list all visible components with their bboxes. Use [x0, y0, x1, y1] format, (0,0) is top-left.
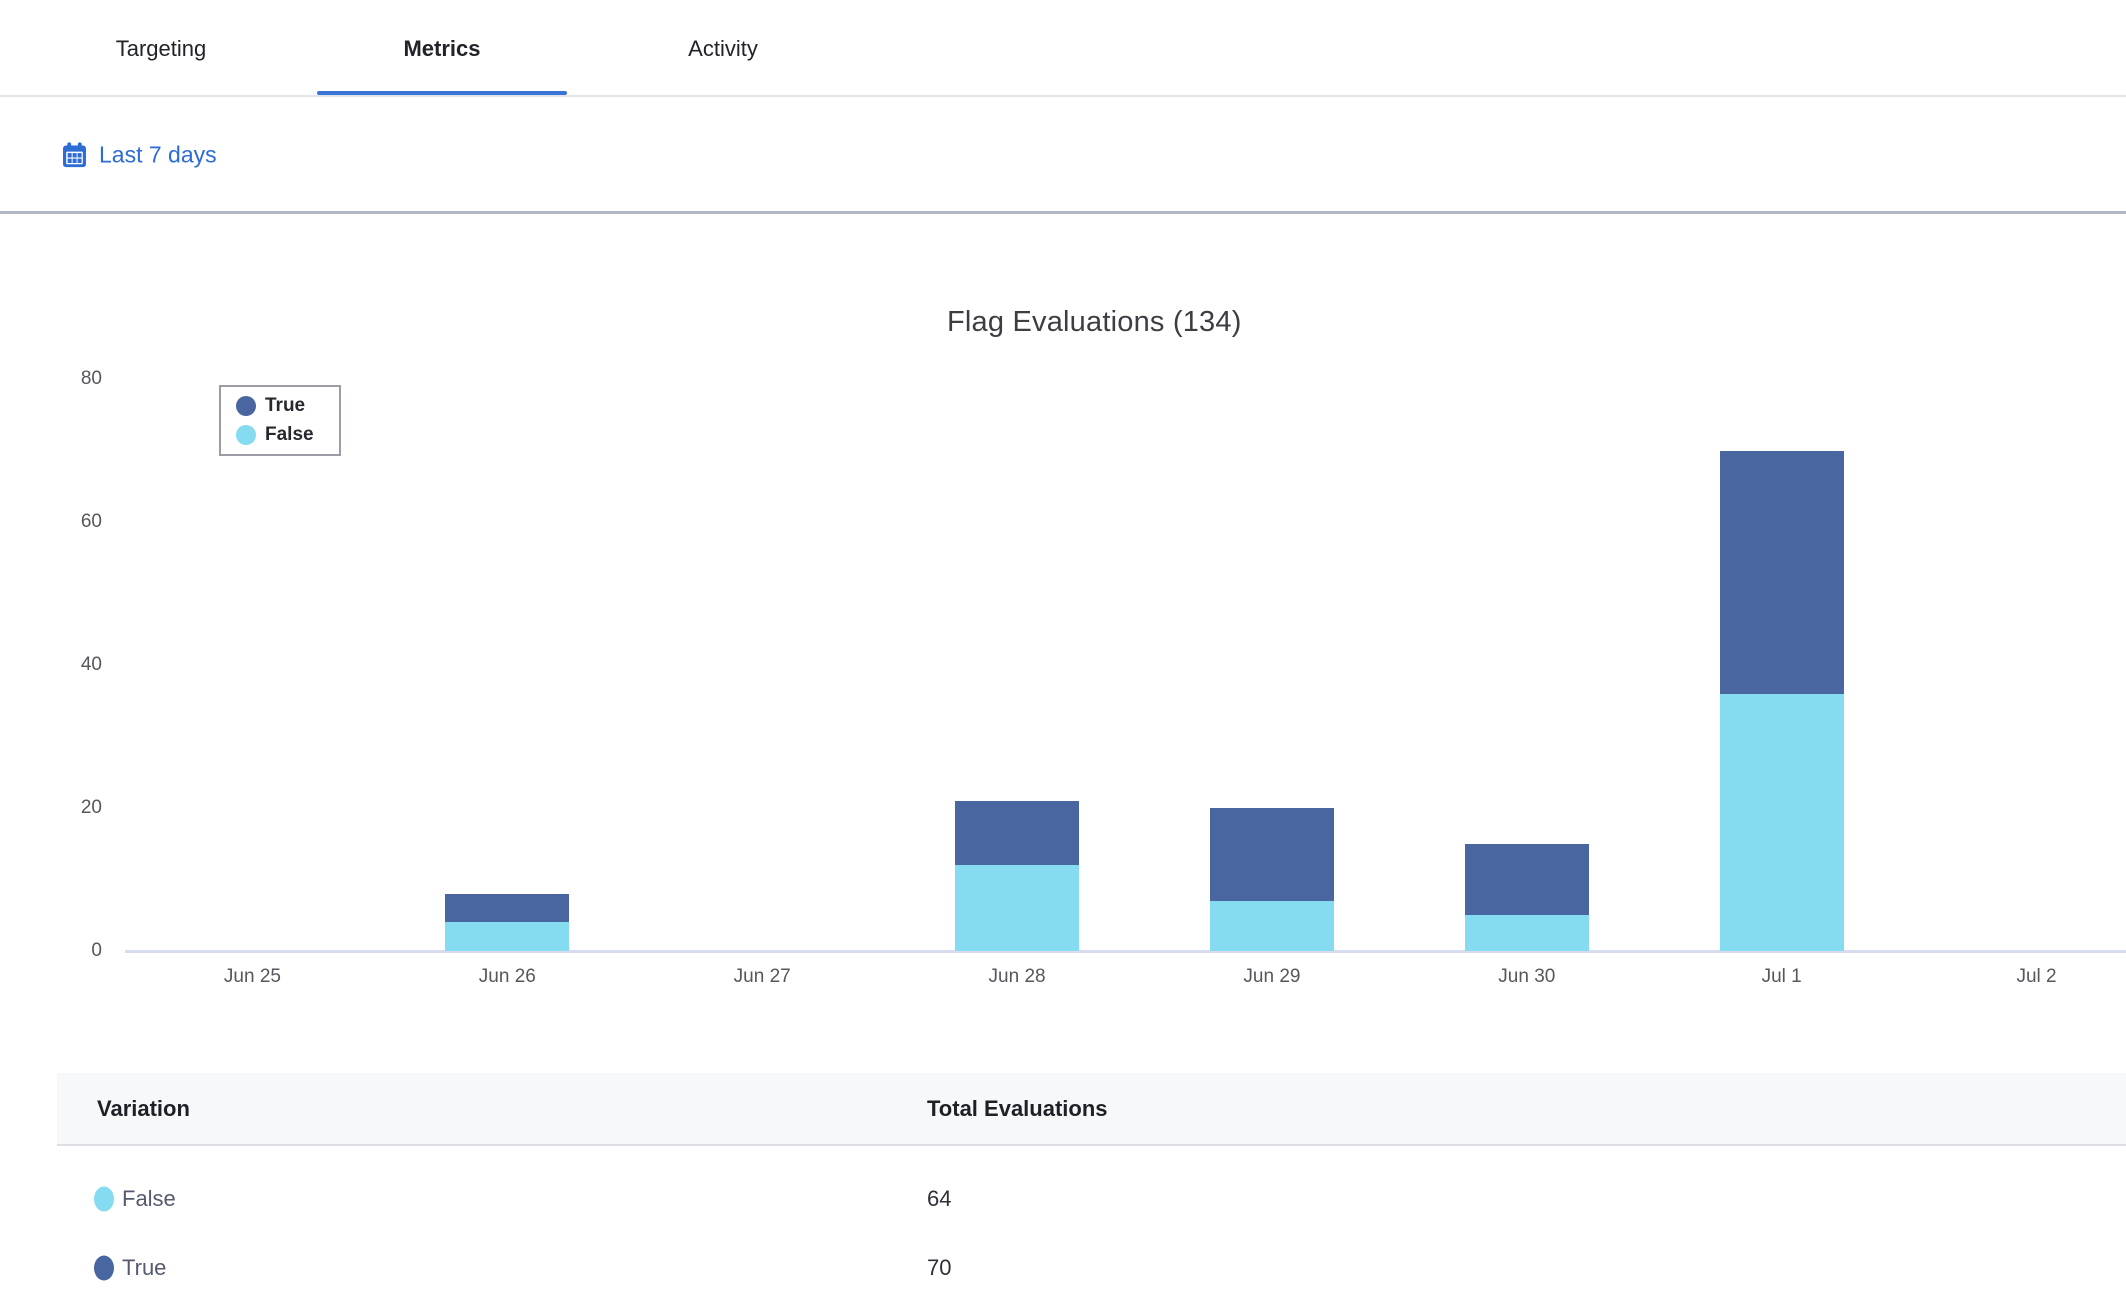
- chart-column: [890, 379, 1145, 951]
- false-series-swatch: [236, 425, 256, 445]
- legend-label-true: True: [265, 395, 306, 416]
- chart-legend: True False: [219, 385, 341, 456]
- legend-item-false[interactable]: False: [236, 422, 339, 448]
- bar-segment-true: [1464, 843, 1589, 916]
- date-range-label: Last 7 days: [99, 141, 217, 168]
- bar-segment-false: [1209, 900, 1334, 951]
- column-header-total-evaluations: Total Evaluations: [927, 1096, 1108, 1121]
- true-variation-swatch: [94, 1255, 114, 1280]
- y-tick-label: 20: [80, 797, 102, 818]
- chart-column: [1399, 379, 1654, 951]
- y-tick-label: 0: [91, 940, 102, 961]
- tab-activity[interactable]: Activity: [598, 0, 848, 95]
- column-header-variation: Variation: [97, 1096, 190, 1121]
- chart-column: [1145, 379, 1400, 951]
- bar-segment-false: [955, 865, 1080, 951]
- tab-bar: Targeting Metrics Activity: [0, 0, 2126, 97]
- legend-label-false: False: [265, 424, 314, 445]
- plot-area: [125, 379, 2126, 951]
- y-tick-label: 40: [80, 654, 102, 675]
- total-evaluations-value: 64: [927, 1185, 952, 1211]
- stacked-bar: [955, 800, 1080, 951]
- y-tick-label: 80: [80, 368, 102, 389]
- stacked-bar: [1719, 450, 1844, 951]
- stacked-bar: [445, 893, 570, 951]
- bar-segment-true: [955, 800, 1080, 866]
- variation-name: False: [122, 1185, 176, 1211]
- bar-segment-false: [445, 922, 570, 951]
- chart-column: [125, 379, 380, 951]
- tab-targeting[interactable]: Targeting: [36, 0, 286, 95]
- bar-segment-true: [445, 893, 570, 923]
- x-axis-line: [125, 950, 2126, 953]
- chart-title: Flag Evaluations (134): [947, 306, 1242, 338]
- table-body: False 64 True 70: [57, 1146, 2126, 1302]
- x-tick-label: Jul 2: [2016, 966, 2057, 987]
- table-header: Variation Total Evaluations: [57, 1073, 2126, 1146]
- chart-column: [1909, 379, 2126, 951]
- total-evaluations-value: 70: [927, 1254, 952, 1280]
- x-axis: Jun 25 Jun 26 Jun 27 Jun 28 Jun 29 Jun 30 Jul …: [125, 966, 2126, 988]
- bar-segment-false: [1719, 693, 1844, 951]
- bar-segment-true: [1719, 450, 1844, 694]
- stacked-bar: [1209, 808, 1334, 951]
- stacked-bar: [1464, 843, 1589, 951]
- x-tick-label: Jun 26: [478, 966, 536, 987]
- table-row: True 70: [57, 1233, 2126, 1302]
- false-variation-swatch: [94, 1186, 114, 1211]
- variation-name: True: [122, 1254, 167, 1280]
- bar-segment-false: [1464, 915, 1589, 951]
- calendar-icon: [63, 142, 86, 168]
- bar-segment-true: [1209, 808, 1334, 901]
- x-tick-label: Jun 29: [1243, 966, 1301, 987]
- chart-column: [1654, 379, 1909, 951]
- x-tick-label: Jun 30: [1498, 966, 1556, 987]
- x-tick-label: Jul 1: [1761, 966, 1802, 987]
- chart-column: [380, 379, 635, 951]
- date-range-button[interactable]: Last 7 days: [55, 141, 223, 170]
- legend-item-true[interactable]: True: [236, 393, 339, 419]
- filter-bar: Last 7 days: [0, 99, 2126, 214]
- true-series-swatch: [236, 396, 256, 416]
- tab-metrics[interactable]: Metrics: [317, 0, 567, 95]
- table-row: False 64: [57, 1164, 2126, 1233]
- x-tick-label: Jun 28: [988, 966, 1046, 987]
- y-tick-label: 60: [80, 511, 102, 532]
- chart-column: [635, 379, 890, 951]
- x-tick-label: Jun 25: [223, 966, 281, 987]
- x-tick-label: Jun 27: [733, 966, 791, 987]
